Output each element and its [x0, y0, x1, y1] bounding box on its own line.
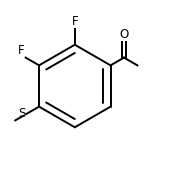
Text: S: S: [18, 108, 25, 120]
Text: F: F: [72, 15, 78, 28]
Text: F: F: [18, 44, 25, 57]
Text: O: O: [119, 28, 129, 41]
